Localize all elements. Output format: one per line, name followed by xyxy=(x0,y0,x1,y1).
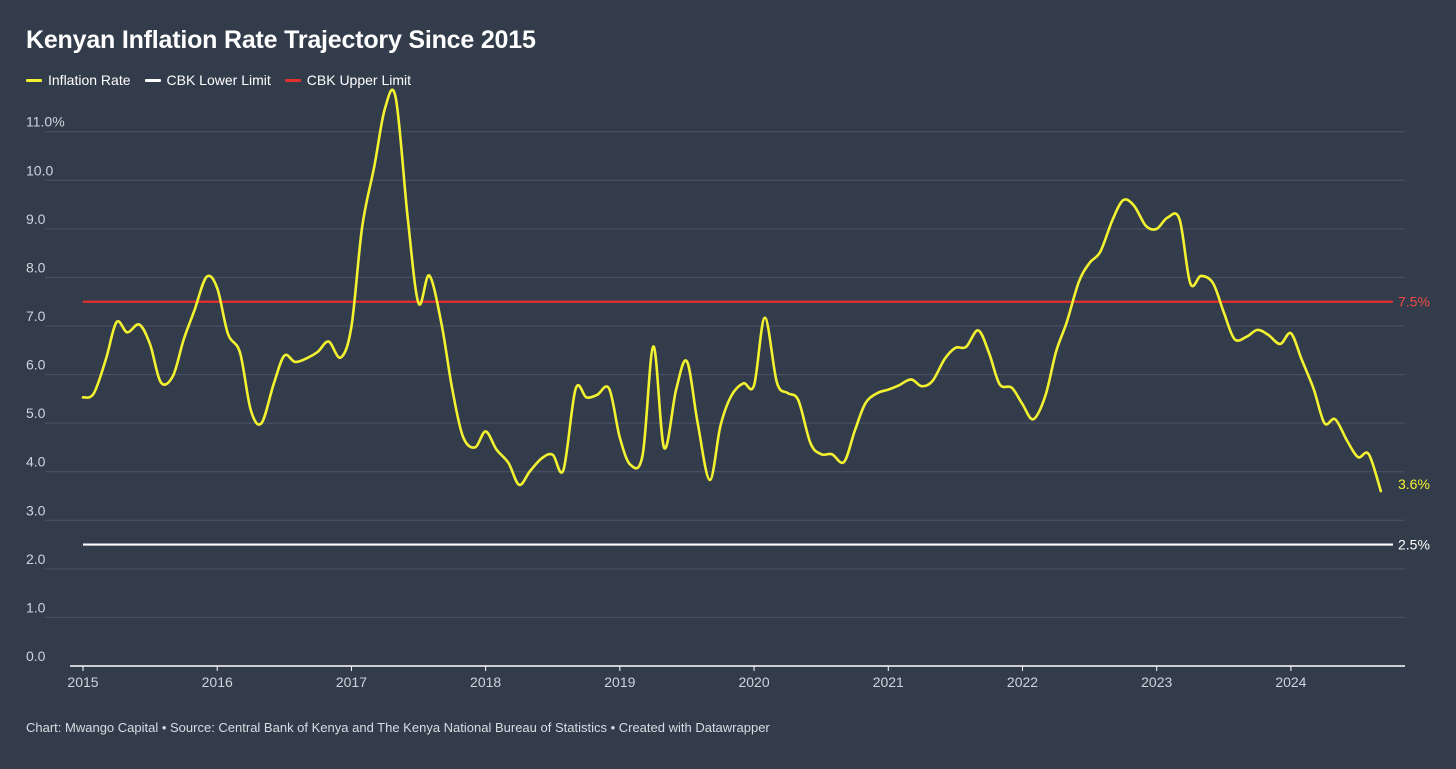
y-tick-label: 3.0 xyxy=(26,502,46,518)
y-tick-label: 7.0 xyxy=(26,308,46,324)
end-label-cbk-lower-limit: 2.5% xyxy=(1398,537,1430,553)
end-label-inflation-rate: 3.6% xyxy=(1398,476,1430,492)
y-tick-label: 4.0 xyxy=(26,454,46,470)
x-tick-label: 2024 xyxy=(1275,674,1306,690)
grid-layer xyxy=(45,131,1405,618)
x-tick-label: 2020 xyxy=(738,674,769,690)
x-tick-label: 2021 xyxy=(873,674,904,690)
y-tick-label: 2.0 xyxy=(26,551,46,567)
legend-swatch-cbk-lower-limit xyxy=(144,78,161,82)
series-line-inflation-rate xyxy=(81,88,1383,493)
legend-label-inflation-rate: Inflation Rate xyxy=(48,72,131,88)
legend-item-cbk-lower-limit: CBK Lower Limit xyxy=(144,72,271,88)
y-tick-label: 9.0 xyxy=(26,211,46,227)
y-tick-label: 0.0 xyxy=(26,648,46,664)
end-label-cbk-upper-limit: 7.5% xyxy=(1398,294,1430,310)
y-tick-label: 1.0 xyxy=(26,599,46,615)
axis-layer xyxy=(70,665,1405,671)
legend-item-cbk-upper-limit: CBK Upper Limit xyxy=(284,72,412,88)
y-tick-label: 8.0 xyxy=(26,259,46,275)
y-tick-label: 6.0 xyxy=(26,357,46,373)
legend-swatch-inflation-rate xyxy=(26,78,42,82)
x-tick-label: 2018 xyxy=(470,674,501,690)
x-tick-label: 2023 xyxy=(1141,674,1172,690)
reference-lines xyxy=(83,300,1393,546)
chart-legend: Inflation Rate CBK Lower Limit CBK Upper… xyxy=(26,72,411,88)
x-tick-label: 2017 xyxy=(336,674,367,690)
x-tick-label: 2016 xyxy=(202,674,233,690)
series-layer xyxy=(81,88,1383,493)
legend-swatch-cbk-upper-limit xyxy=(284,78,301,82)
legend-label-cbk-lower-limit: CBK Lower Limit xyxy=(166,72,271,88)
legend-label-cbk-upper-limit: CBK Upper Limit xyxy=(306,72,412,88)
y-tick-label: 10.0 xyxy=(26,162,53,178)
x-tick-label: 2019 xyxy=(604,674,635,690)
chart-title: Kenyan Inflation Rate Trajectory Since 2… xyxy=(26,26,536,54)
y-tick-label: 5.0 xyxy=(26,405,46,421)
chart-footer: Chart: Mwango Capital • Source: Central … xyxy=(26,720,770,735)
y-tick-label: 11.0% xyxy=(26,114,65,130)
legend-item-inflation-rate: Inflation Rate xyxy=(26,72,131,88)
x-tick-label: 2022 xyxy=(1007,674,1038,690)
x-tick-label: 2015 xyxy=(67,674,98,690)
label-layer: 0.0 1.0 2.0 3.0 4.0 5.0 6.0 7.0 8.0 9.0 10.0 11.0% 2… xyxy=(26,114,1430,690)
